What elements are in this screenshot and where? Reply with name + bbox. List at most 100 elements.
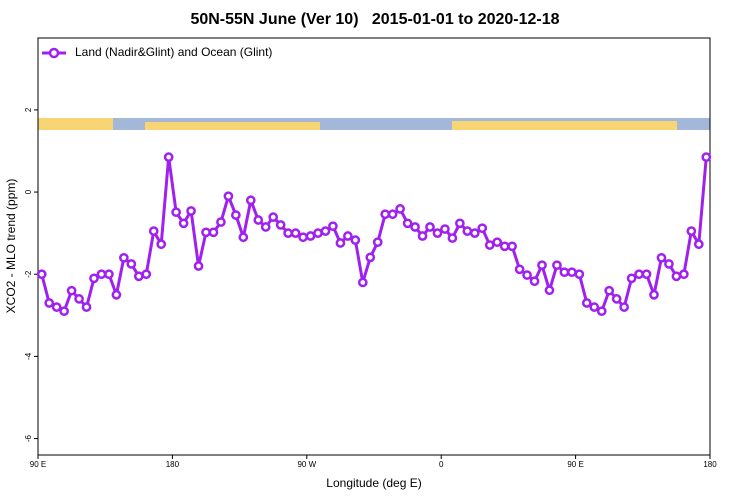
x-tick-label: 0 bbox=[439, 460, 444, 469]
data-point bbox=[320, 226, 331, 236]
data-point bbox=[305, 231, 316, 241]
x-tick-label: 90 E bbox=[567, 460, 583, 469]
data-point bbox=[686, 226, 697, 236]
data-point bbox=[186, 206, 196, 216]
data-point bbox=[59, 306, 69, 317]
data-point bbox=[51, 302, 62, 312]
data-point bbox=[514, 264, 525, 275]
data-point bbox=[611, 294, 622, 304]
x-tick-label: 180 bbox=[703, 460, 717, 469]
y-tick-label: -6 bbox=[24, 434, 33, 442]
surface-strip bbox=[38, 118, 710, 130]
x-tick-label: 180 bbox=[166, 460, 180, 469]
data-point bbox=[104, 269, 114, 280]
data-point bbox=[96, 269, 107, 280]
data-point bbox=[156, 239, 167, 250]
legend-marker bbox=[48, 47, 60, 59]
data-point bbox=[402, 218, 413, 229]
data-point bbox=[387, 209, 398, 220]
data-point bbox=[119, 252, 129, 263]
data-point bbox=[290, 228, 301, 238]
data-point bbox=[141, 269, 152, 280]
data-point bbox=[350, 235, 361, 245]
data-point bbox=[365, 252, 376, 263]
data-point bbox=[216, 217, 226, 227]
y-axis-label: XCO2 - MLO trend (ppm) bbox=[4, 179, 18, 314]
data-point bbox=[231, 210, 241, 220]
x-axis-label: Longitude (deg E) bbox=[326, 476, 421, 490]
data-point bbox=[163, 152, 174, 162]
data-point bbox=[693, 239, 704, 250]
data-point bbox=[357, 277, 368, 288]
data-point bbox=[425, 222, 435, 232]
data-point bbox=[679, 269, 689, 280]
data-point bbox=[604, 285, 615, 296]
data-point bbox=[664, 259, 674, 269]
data-point bbox=[148, 226, 159, 236]
data-point bbox=[507, 241, 517, 252]
data-point bbox=[260, 222, 271, 232]
data-point bbox=[626, 273, 637, 284]
data-point bbox=[328, 221, 338, 232]
data-point bbox=[544, 285, 555, 296]
data-point bbox=[634, 269, 644, 280]
data-point bbox=[447, 233, 458, 243]
data-point bbox=[343, 231, 353, 241]
data-point bbox=[641, 269, 652, 280]
data-point bbox=[245, 195, 256, 206]
data-point bbox=[484, 240, 495, 250]
data-point bbox=[522, 270, 532, 280]
data-point bbox=[596, 306, 607, 317]
data-point bbox=[410, 222, 420, 232]
data-point bbox=[89, 273, 99, 284]
data-point bbox=[552, 260, 562, 271]
data-point bbox=[275, 220, 286, 230]
data-point bbox=[492, 237, 503, 248]
data-point bbox=[111, 289, 122, 300]
y-tick-label: 2 bbox=[24, 107, 33, 112]
y-tick-label: -2 bbox=[24, 270, 33, 278]
data-point bbox=[701, 152, 712, 162]
data-point bbox=[372, 237, 383, 248]
data-point bbox=[201, 227, 211, 238]
data-point bbox=[208, 227, 219, 238]
x-tick-label: 90 E bbox=[30, 460, 46, 469]
data-point bbox=[380, 209, 391, 220]
data-point bbox=[529, 276, 540, 287]
data-point bbox=[649, 289, 659, 300]
data-point bbox=[432, 228, 443, 238]
data-point bbox=[133, 271, 144, 282]
data-point bbox=[238, 232, 249, 243]
data-point bbox=[537, 260, 547, 271]
data-point bbox=[462, 226, 473, 236]
data-point bbox=[36, 269, 47, 280]
data-point bbox=[619, 302, 629, 312]
data-point bbox=[455, 218, 465, 229]
data-point bbox=[656, 252, 667, 263]
data-point bbox=[574, 269, 585, 280]
data-point bbox=[74, 294, 84, 304]
data-point bbox=[283, 228, 293, 238]
data-point bbox=[66, 285, 77, 296]
data-point bbox=[395, 204, 405, 214]
data-point bbox=[223, 191, 234, 202]
data-point bbox=[417, 231, 428, 241]
data-point bbox=[581, 298, 592, 308]
data-point bbox=[193, 261, 204, 271]
data-point bbox=[126, 259, 137, 269]
data-point bbox=[298, 232, 308, 243]
data-point bbox=[477, 223, 488, 234]
data-point bbox=[81, 302, 92, 312]
data-point bbox=[440, 224, 450, 234]
data-point bbox=[671, 271, 682, 282]
data-point bbox=[253, 215, 264, 225]
data-point bbox=[559, 267, 570, 278]
data-point bbox=[171, 207, 181, 218]
plot-frame bbox=[37, 37, 711, 456]
data-point bbox=[335, 238, 346, 248]
data-point bbox=[567, 267, 577, 278]
data-point bbox=[589, 302, 600, 312]
chart-title: 50N-55N June (Ver 10) 2015-01-01 to 2020… bbox=[190, 11, 559, 28]
data-point bbox=[44, 298, 55, 308]
